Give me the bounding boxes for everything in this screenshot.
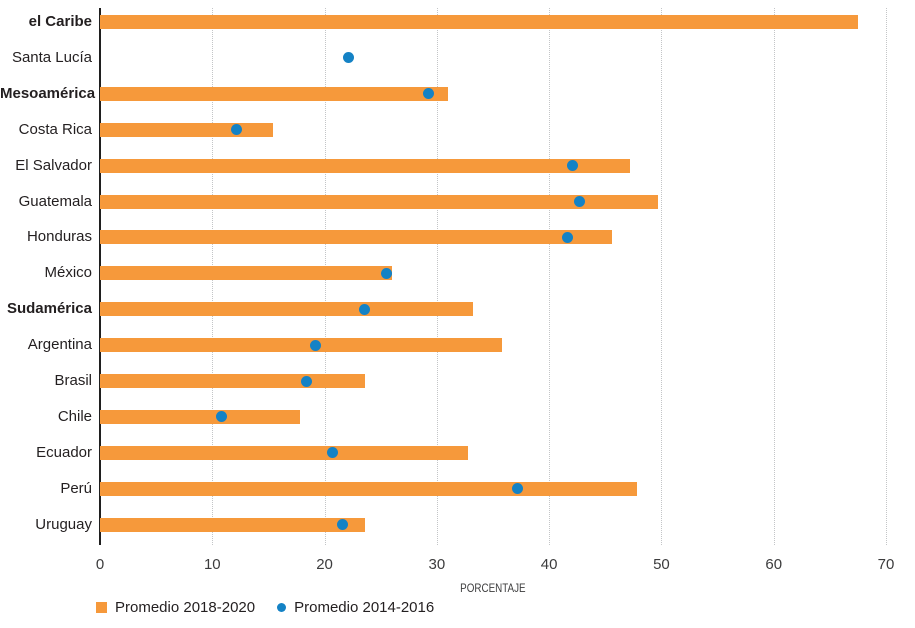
legend-item-dots: Promedio 2014-2016 [277, 599, 434, 616]
gridline-40 [549, 8, 551, 545]
dot-Guatemala [573, 196, 585, 207]
legend-bar-label: Promedio 2018-2020 [115, 599, 256, 616]
dot-Uruguay [337, 519, 349, 531]
dot-Perú [512, 483, 524, 495]
dot-Brasil [301, 375, 313, 387]
x-tick-70: 70 [877, 556, 895, 573]
bar-Costa Rica [100, 122, 273, 137]
x-tick-30: 30 [428, 556, 446, 573]
dot-Santa Lucía [342, 52, 354, 64]
legend-bar-swatch-icon [96, 602, 107, 613]
dot-Ecuador [326, 447, 338, 459]
bar-Ecuador [100, 445, 469, 460]
gridline-50 [661, 8, 663, 545]
dot-Mesoamérica [423, 88, 435, 100]
category-label-el Caribe: el Caribe [28, 13, 92, 30]
bar-Perú [100, 481, 637, 496]
x-tick-60: 60 [765, 556, 783, 573]
bar-Honduras [100, 230, 613, 245]
x-axis-label-text: PORCENTAJE [460, 581, 526, 595]
bar-México [100, 266, 392, 281]
category-label-Santa Lucía: Santa Lucía [11, 48, 92, 66]
bar-el Caribe [100, 15, 858, 29]
bar-Argentina [100, 338, 502, 353]
x-tick-50: 50 [653, 556, 670, 573]
category-label-El Salvador: El Salvador [15, 156, 92, 174]
bar-Brasil [100, 374, 365, 388]
dot-Costa Rica [231, 124, 243, 136]
gridline-30 [436, 8, 438, 545]
x-tick-40: 40 [540, 556, 558, 573]
category-label-Honduras: Honduras [26, 228, 92, 246]
x-axis-label: PORCENTAJE [100, 581, 886, 595]
legend: Promedio 2018-2020 Promedio 2014-2016 [96, 599, 434, 616]
bar-Mesoamérica [100, 86, 449, 101]
gridline-60 [773, 8, 775, 545]
bar-Sudamérica [100, 302, 473, 317]
plot-area [100, 8, 887, 545]
gridline-70 [886, 8, 887, 545]
x-tick-10: 10 [203, 556, 221, 573]
category-label-Perú: Perú [60, 479, 92, 497]
category-label-Mesoamérica: Mesoamérica [0, 84, 96, 102]
x-tick-20: 20 [316, 556, 333, 573]
dot-El Salvador [567, 160, 579, 172]
legend-item-bars: Promedio 2018-2020 [96, 599, 255, 616]
bar-Uruguay [100, 517, 365, 532]
legend-dot-label: Promedio 2014-2016 [294, 599, 435, 616]
dot-México [380, 267, 392, 279]
dot-Honduras [561, 231, 573, 243]
category-label-Argentina: Argentina [27, 336, 92, 354]
category-label-Uruguay: Uruguay [35, 515, 92, 533]
category-label-Sudamérica: Sudamérica [6, 300, 92, 318]
category-label-Chile: Chile [57, 407, 92, 425]
category-label-Brasil: Brasil [54, 372, 92, 389]
dot-Sudamérica [359, 303, 371, 315]
category-label-Ecuador: Ecuador [36, 443, 92, 461]
category-label-Costa Rica: Costa Rica [18, 120, 92, 138]
x-tick-0: 0 [95, 556, 105, 573]
dot-Argentina [310, 339, 322, 351]
bar-El Salvador [100, 158, 630, 173]
dot-Chile [215, 411, 227, 423]
bar-Guatemala [100, 194, 659, 209]
legend-dot-swatch-icon [277, 603, 287, 612]
category-label-México: México [44, 264, 92, 282]
category-label-Guatemala: Guatemala [18, 192, 92, 210]
bar-Chile [100, 409, 300, 424]
